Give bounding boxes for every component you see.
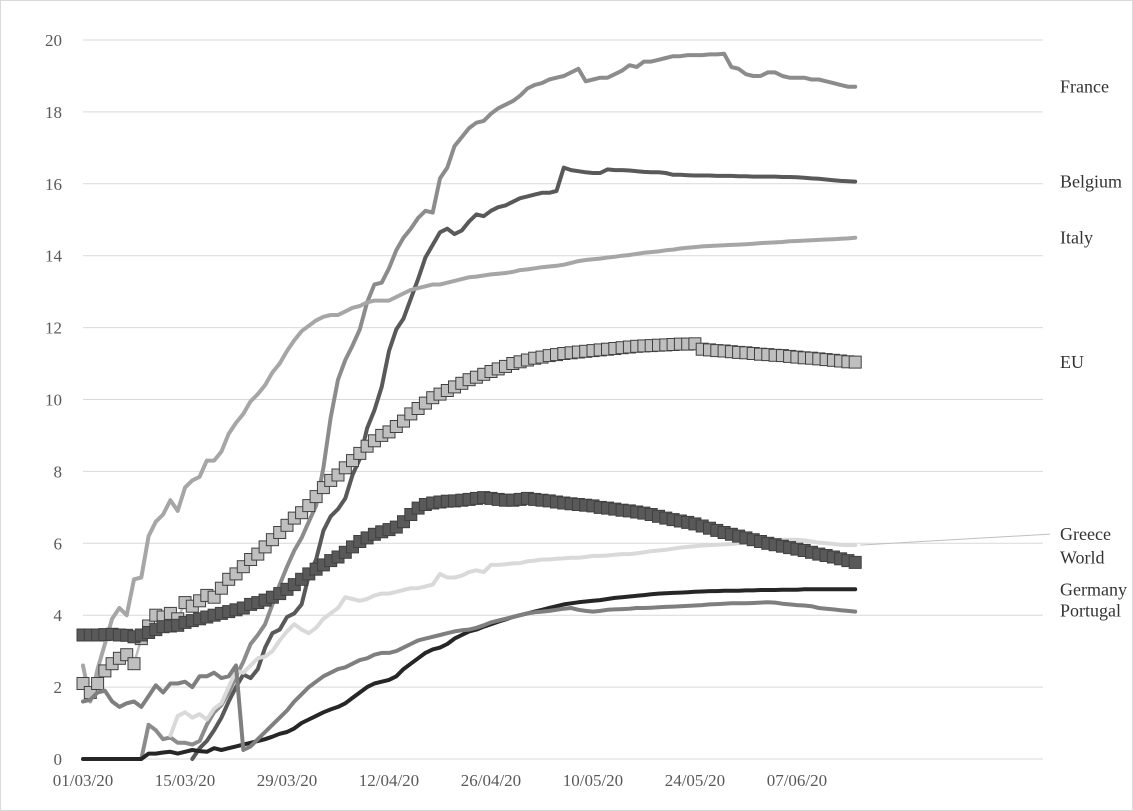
- series-label-world: World: [1060, 547, 1105, 567]
- data-point-eu: [91, 677, 105, 690]
- y-tick-label: 18: [45, 103, 62, 122]
- x-tick-label: 07/06/20: [767, 771, 827, 790]
- series-labels: France Belgium Italy EU Greece World GermanyPo…: [860, 77, 1127, 621]
- series-line-france: [139, 51, 858, 761]
- x-tick-label: 12/04/20: [359, 771, 419, 790]
- y-tick-label: 2: [54, 678, 63, 697]
- x-tick-label: 29/03/20: [257, 771, 317, 790]
- series-label-germany: Germany: [1060, 579, 1127, 599]
- y-axis: 0 2 4 6 8 10 12 14 16 18 20: [45, 31, 63, 769]
- y-tick-label: 6: [54, 534, 63, 553]
- gridlines: [83, 39, 1043, 760]
- y-tick-label: 8: [54, 462, 63, 481]
- series-line-italy: [81, 235, 858, 704]
- y-tick-label: 20: [45, 31, 62, 50]
- y-tick-label: 10: [45, 391, 62, 410]
- data-point-eu: [848, 355, 862, 369]
- x-tick-label: 26/04/20: [461, 771, 521, 790]
- series-label-greece: Greece: [1060, 524, 1111, 544]
- series-line-greece: [168, 537, 858, 738]
- series-line-belgium: [190, 165, 858, 761]
- data-point-eu: [127, 657, 141, 671]
- series-label-portugal: Portugal: [1060, 601, 1121, 621]
- x-axis: 01/03/20 15/03/20 29/03/20 12/04/20 26/04/20…: [53, 771, 827, 790]
- series-label-italy: Italy: [1060, 228, 1093, 248]
- series-label-france: France: [1060, 77, 1109, 97]
- y-tick-label: 0: [54, 750, 63, 769]
- x-tick-label: 24/05/20: [665, 771, 725, 790]
- series-group: [76, 51, 862, 761]
- y-tick-label: 4: [54, 606, 63, 625]
- y-tick-label: 12: [45, 319, 62, 338]
- series-label-belgium: Belgium: [1060, 172, 1122, 192]
- x-tick-label: 10/05/20: [563, 771, 623, 790]
- series-line-eu: [81, 342, 857, 694]
- series-label-eu: EU: [1060, 352, 1084, 372]
- leader-line-greece: [860, 533, 1051, 546]
- x-tick-label: 15/03/20: [155, 771, 215, 790]
- y-tick-label: 14: [45, 247, 63, 266]
- data-point-world: [848, 555, 862, 569]
- x-tick-label: 01/03/20: [53, 771, 113, 790]
- y-tick-label: 16: [45, 175, 62, 194]
- series-line-portugal: [81, 600, 858, 752]
